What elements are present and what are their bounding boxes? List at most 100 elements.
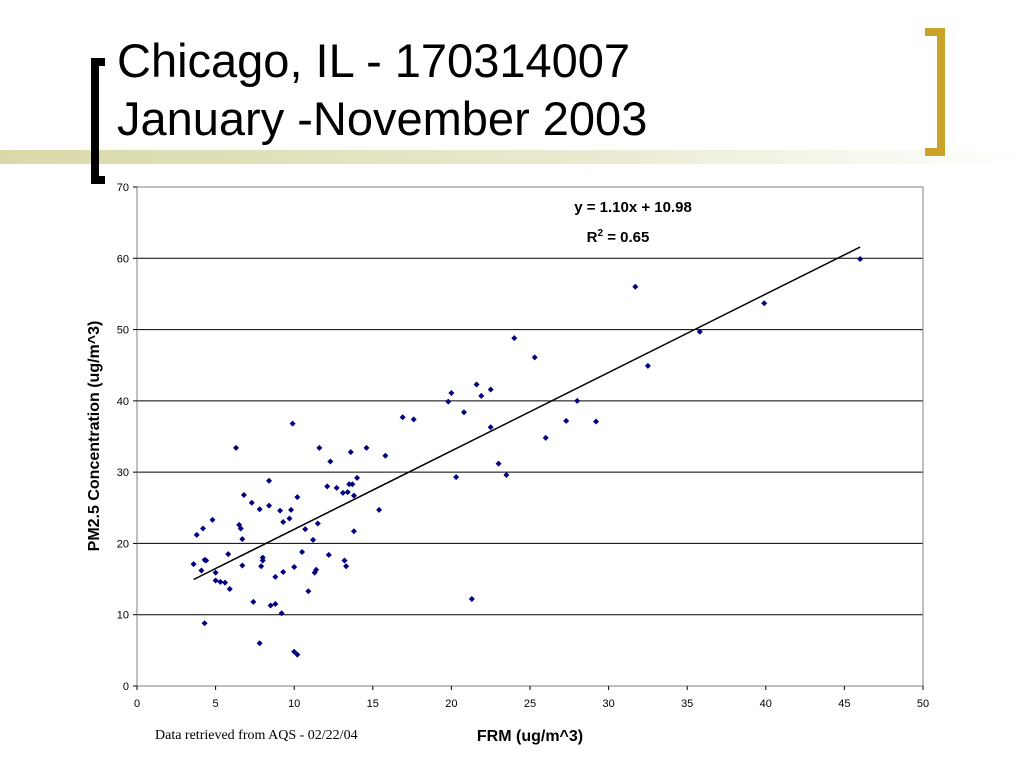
data-point-75	[473, 381, 480, 388]
x-axis-title: FRM (ug/m^3)	[477, 728, 583, 745]
data-point-61	[349, 481, 356, 488]
data-point-34	[280, 519, 287, 526]
data-point-19	[240, 491, 247, 498]
data-point-36	[286, 515, 293, 522]
data-point-89	[696, 328, 703, 335]
data-point-39	[291, 563, 298, 570]
r-squared-value: = 0.65	[603, 229, 649, 246]
slide-title: Chicago, IL - 170314007 January -Novembe…	[117, 32, 897, 148]
data-point-42	[294, 651, 301, 658]
data-point-13	[226, 586, 233, 593]
data-point-5	[203, 557, 210, 564]
data-point-44	[302, 526, 309, 533]
data-point-73	[460, 409, 467, 416]
title-line-2: January -November 2003	[117, 92, 648, 145]
x-tick-label-45: 45	[838, 698, 850, 710]
data-point-63	[350, 492, 357, 499]
plot-area-frame	[136, 186, 924, 687]
data-point-55	[339, 489, 346, 496]
data-point-21	[250, 598, 257, 605]
data-points	[190, 255, 864, 658]
data-point-29	[267, 602, 274, 609]
y-tick-label-40: 40	[117, 396, 129, 408]
data-point-82	[531, 354, 538, 361]
y-tick-label-0: 0	[123, 681, 129, 693]
data-point-38	[289, 420, 296, 427]
data-point-49	[314, 520, 321, 527]
data-point-7	[209, 516, 216, 523]
data-point-62	[350, 528, 357, 535]
data-point-35	[280, 568, 287, 575]
x-tick-label-15: 15	[367, 698, 379, 710]
y-axis-ticks: 0 10 20 30 40 50 60 70	[117, 182, 137, 693]
data-point-3	[200, 525, 207, 532]
data-point-0	[190, 561, 197, 568]
data-point-71	[448, 390, 455, 397]
y-tick-label-20: 20	[117, 538, 129, 550]
data-source-note: Data retrieved from AQS - 02/22/04	[155, 728, 358, 743]
y-tick-label-10: 10	[117, 610, 129, 622]
data-point-24	[258, 563, 265, 570]
x-tick-label-5: 5	[213, 698, 219, 710]
data-point-1	[193, 531, 200, 538]
data-point-37	[288, 506, 295, 513]
data-point-51	[324, 483, 331, 490]
data-point-22	[256, 506, 263, 513]
data-point-50	[316, 444, 323, 451]
y-tick-label-50: 50	[117, 325, 129, 337]
data-point-52	[325, 551, 332, 558]
data-point-10	[217, 578, 224, 585]
data-point-48	[313, 566, 320, 573]
data-point-59	[346, 481, 353, 488]
data-point-77	[487, 386, 494, 393]
title-line-1: Chicago, IL - 170314007	[117, 34, 631, 87]
data-point-26	[259, 554, 266, 561]
y-tick-label-60: 60	[117, 253, 129, 265]
gridlines	[137, 186, 923, 616]
data-point-28	[266, 477, 273, 484]
trendline	[193, 246, 861, 581]
x-tick-label-10: 10	[288, 698, 300, 710]
data-point-74	[468, 596, 475, 603]
x-tick-label-25: 25	[524, 698, 536, 710]
data-point-90	[761, 300, 768, 307]
data-point-80	[503, 471, 510, 478]
data-point-64	[354, 474, 361, 481]
left-bracket-decoration	[91, 58, 105, 184]
data-point-46	[310, 536, 317, 543]
data-point-23	[256, 640, 263, 647]
data-point-14	[233, 444, 240, 451]
data-point-9	[212, 577, 219, 584]
data-point-67	[382, 452, 389, 459]
data-point-2	[198, 567, 205, 574]
x-tick-label-30: 30	[602, 698, 614, 710]
data-point-72	[453, 474, 460, 481]
regression-equation: y = 1.10x + 10.98	[574, 199, 692, 216]
data-point-83	[542, 434, 549, 441]
y-axis-title: PM2.5 Concentration (ug/m^3)	[86, 321, 103, 552]
r-squared-r: R	[587, 229, 598, 246]
data-point-79	[495, 460, 502, 467]
x-axis-ticks: 0 5 10 15 20 25 30 35 40 45 50	[134, 686, 929, 710]
data-point-30	[272, 573, 279, 580]
r-squared-superscript: 2	[597, 228, 603, 239]
data-point-41	[294, 494, 301, 501]
right-bracket-decoration	[925, 28, 945, 156]
data-point-33	[278, 610, 285, 617]
x-tick-label-50: 50	[917, 698, 929, 710]
data-point-78	[487, 424, 494, 431]
x-tick-label-0: 0	[134, 698, 140, 710]
data-point-20	[248, 499, 255, 506]
data-point-43	[299, 548, 306, 555]
data-point-91	[857, 255, 864, 262]
x-tick-label-20: 20	[445, 698, 457, 710]
data-point-45	[305, 588, 312, 595]
x-tick-label-40: 40	[760, 698, 772, 710]
r-squared-label: R2 = 0.65	[587, 228, 650, 246]
data-point-58	[344, 489, 351, 496]
x-tick-label-35: 35	[681, 698, 693, 710]
y-tick-label-30: 30	[117, 467, 129, 479]
data-point-65	[363, 444, 370, 451]
data-point-66	[376, 506, 383, 513]
data-point-8	[212, 569, 219, 576]
